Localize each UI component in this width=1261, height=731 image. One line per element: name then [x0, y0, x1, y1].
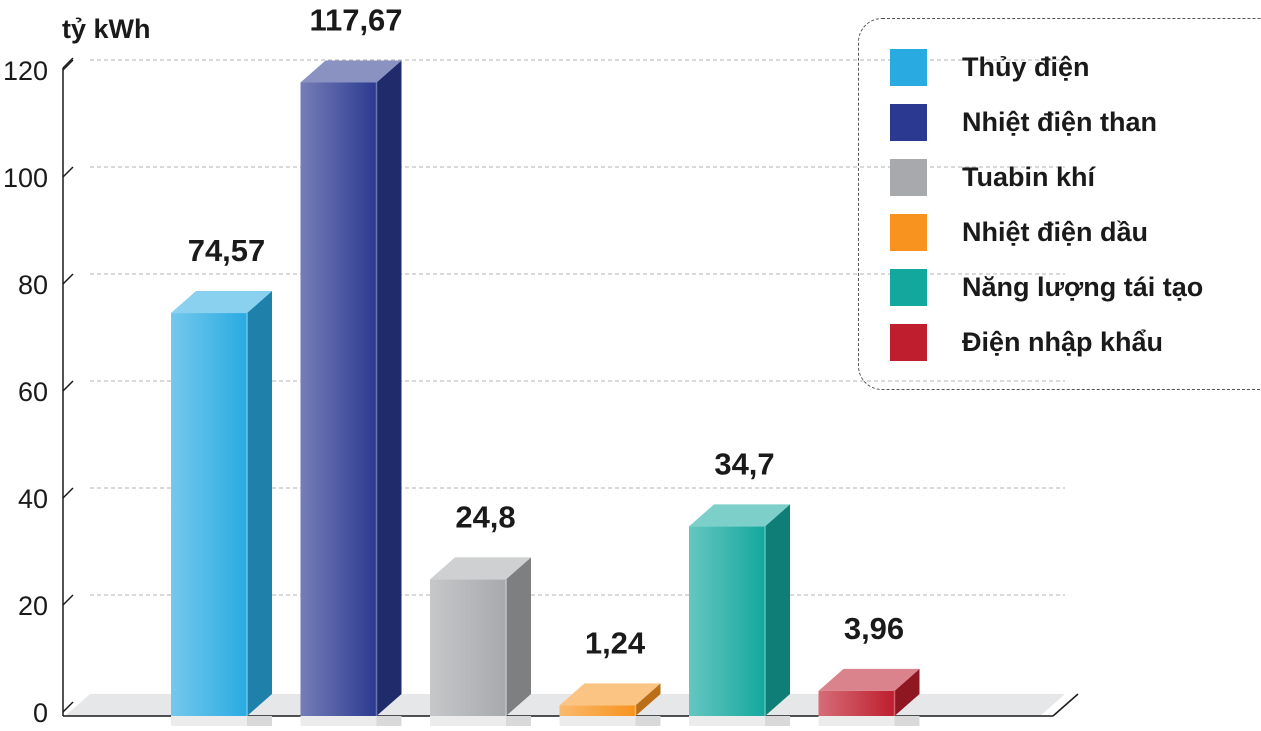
bar-base-shadow — [559, 716, 636, 726]
legend-label: Điện nhập khẩu — [962, 327, 1164, 357]
bar-front-face — [559, 705, 636, 716]
legend: Thủy điện Nhiệt điện than Tuabin khí Nhiệt … — [890, 40, 1203, 370]
bar-shadow — [506, 716, 531, 726]
y-tick-mark — [62, 594, 74, 606]
legend-swatch — [890, 49, 927, 86]
bar-top-face — [559, 683, 661, 706]
bar-shadow — [765, 716, 790, 726]
bar-top-face — [689, 504, 790, 527]
legend-swatch — [890, 159, 927, 196]
bar-top-face — [818, 668, 920, 691]
bar-shadow — [247, 716, 272, 726]
y-axis-top-line — [62, 57, 74, 69]
legend-swatch — [890, 104, 927, 141]
y-tick-label: 40 — [18, 484, 48, 514]
bar-top-face — [430, 557, 531, 580]
bar-base-shadow — [430, 716, 506, 726]
y-tick-mark — [62, 380, 74, 392]
y-tick-label: 100 — [3, 163, 48, 193]
bar-top-face — [300, 60, 402, 83]
bar — [818, 668, 920, 726]
legend-item: Nhiệt điện dầu — [890, 205, 1203, 260]
bar — [300, 60, 402, 726]
legend-item: Nhiệt điện than — [890, 95, 1203, 150]
bar-front-face — [430, 579, 506, 716]
bar-base-shadow — [300, 716, 377, 726]
bar-value-label: 1,24 — [585, 625, 646, 660]
bar-shadow — [635, 716, 661, 726]
legend-item: Thủy điện — [890, 40, 1203, 95]
bar-value-label: 3,96 — [844, 611, 904, 646]
bar-base-shadow — [818, 716, 895, 726]
bar-side-face — [894, 668, 920, 716]
legend-frame — [858, 18, 1261, 390]
bar-value-label: 117,67 — [309, 2, 402, 37]
bar-side-face — [765, 504, 790, 716]
bar-side-face — [376, 60, 402, 716]
y-tick-mark — [62, 487, 74, 499]
bar-side-face — [247, 291, 272, 716]
y-tick-mark — [62, 59, 74, 71]
y-tick-label: 0 — [33, 698, 48, 726]
legend-item: Điện nhập khẩu — [890, 315, 1203, 370]
bar — [689, 504, 790, 726]
bar-front-face — [171, 313, 247, 716]
legend-label: Tuabin khí — [962, 162, 1095, 192]
legend-swatch — [890, 214, 927, 251]
bar-value-label: 34,7 — [714, 446, 774, 481]
y-tick-label: 80 — [18, 270, 48, 300]
bar — [171, 291, 272, 726]
x-axis-depth-line — [1052, 693, 1079, 717]
legend-swatch — [890, 324, 927, 361]
legend-label: Thủy điện — [962, 52, 1090, 82]
bar — [430, 557, 531, 726]
legend-label: Năng lượng tái tạo — [962, 272, 1204, 302]
bar-shadow — [376, 716, 402, 726]
bar-top-face — [171, 291, 272, 314]
bar-side-face — [506, 557, 531, 716]
legend-item: Năng lượng tái tạo — [890, 260, 1203, 315]
legend-label: Nhiệt điện dầu — [962, 217, 1149, 247]
y-axis-unit-label: tỷ kWh — [62, 14, 151, 44]
legend-swatch — [890, 269, 927, 306]
legend-label: Nhiệt điện than — [962, 107, 1157, 137]
bars — [171, 60, 920, 726]
bar-front-face — [818, 690, 895, 716]
bar-value-label: 24,8 — [455, 499, 515, 534]
bar-front-face — [300, 82, 377, 716]
bar — [559, 683, 661, 726]
y-tick-mark — [62, 273, 74, 285]
y-tick-mark — [62, 701, 74, 713]
y-tick-label: 20 — [18, 591, 48, 621]
bar-base-shadow — [171, 716, 247, 726]
value-labels: 74,57 117,67 24,8 1,24 34,7 3,96 — [188, 2, 904, 660]
y-tick-label: 60 — [18, 377, 48, 407]
y-axis: 0 20 40 60 80 100 120 — [3, 56, 74, 728]
bar-base-shadow — [689, 716, 765, 726]
y-tick-mark — [62, 166, 74, 178]
bar-front-face — [689, 526, 765, 716]
bar-value-label: 74,57 — [188, 233, 266, 268]
bar-shadow — [894, 716, 920, 726]
y-tick-label: 120 — [3, 56, 48, 86]
legend-item: Tuabin khí — [890, 150, 1203, 205]
bar-side-face — [635, 683, 661, 716]
